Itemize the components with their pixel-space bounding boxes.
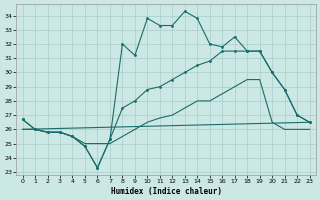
X-axis label: Humidex (Indice chaleur): Humidex (Indice chaleur) [111,187,221,196]
